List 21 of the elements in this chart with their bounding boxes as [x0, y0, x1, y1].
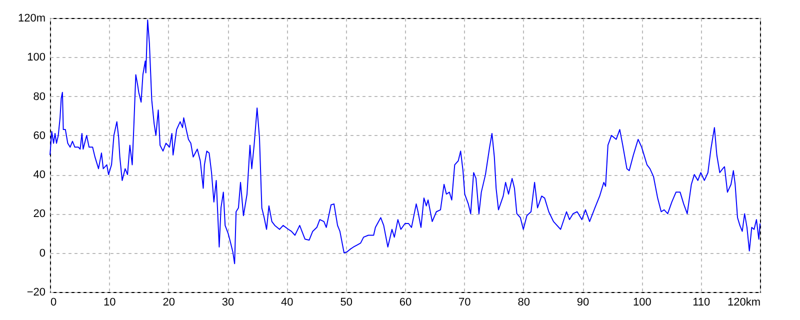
x-tick-label: 10: [104, 296, 116, 308]
x-tick-label: 90: [576, 296, 590, 308]
x-tick-label: 50: [340, 296, 352, 308]
y-tick-label: 20: [33, 208, 46, 220]
y-tick-label: 120m: [18, 12, 46, 24]
y-tick-label: 60: [33, 130, 46, 142]
x-tick-label: 40: [281, 296, 294, 308]
x-tick-label: 120km: [727, 296, 760, 308]
y-tick-label: −20: [26, 286, 46, 298]
x-tick-label: 30: [222, 296, 234, 308]
x-tick-label: 20: [162, 296, 175, 308]
y-tick-label: 40: [33, 169, 46, 182]
y-tick-label: 100: [27, 52, 46, 64]
x-tick-label: 70: [458, 296, 471, 308]
x-tick-label: 110: [692, 296, 710, 308]
y-tick-label: 80: [33, 90, 46, 103]
x-tick-label: 80: [518, 296, 530, 308]
y-tick-label: 0: [39, 247, 46, 260]
x-tick-label: 100: [632, 296, 652, 308]
x-tick-label: 0: [50, 296, 57, 308]
x-tick-label: 60: [399, 296, 412, 308]
